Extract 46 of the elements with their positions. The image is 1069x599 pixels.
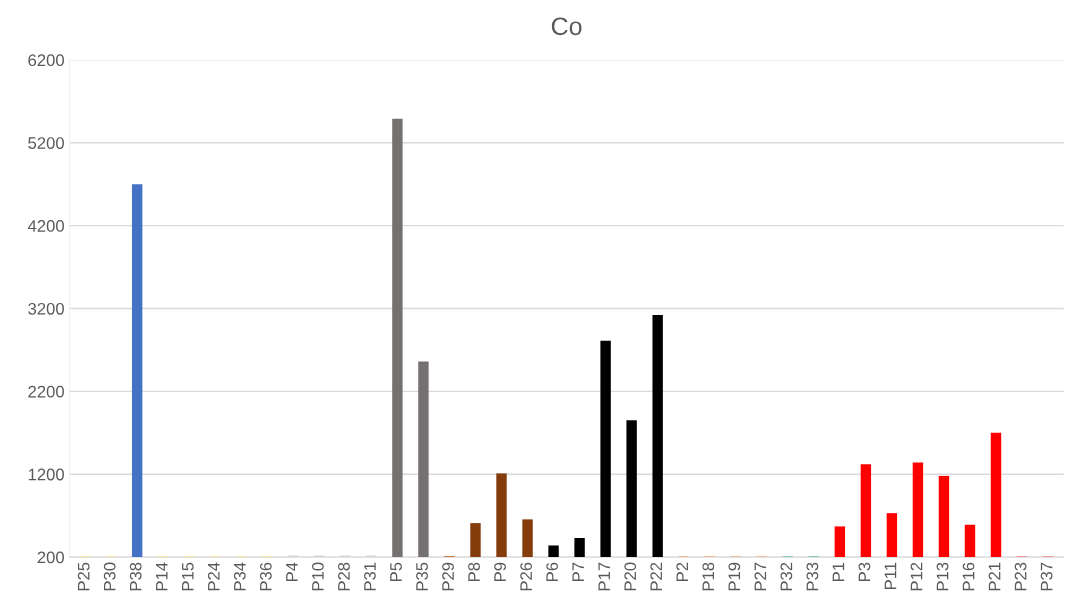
- x-tick-label: P29: [442, 562, 454, 591]
- x-tick-label: P13: [936, 562, 949, 591]
- x-tick-label: P15: [182, 562, 194, 591]
- x-tick-label: P10: [312, 562, 324, 591]
- x-tick-label: P28: [338, 562, 350, 591]
- x-tick-label: P38: [129, 562, 142, 591]
- y-tick-label: 5200: [28, 137, 64, 149]
- x-tick-label: P20: [624, 562, 637, 591]
- x-tick-label: P9: [494, 562, 506, 581]
- x-tick-label: P21: [988, 562, 1001, 591]
- x-tick-label: P7: [572, 562, 584, 581]
- y-tick-label: 3200: [28, 302, 64, 315]
- x-tick-label: P25: [77, 562, 90, 591]
- x-tick-label: P23: [1014, 562, 1027, 591]
- y-tick-label: 2200: [28, 385, 64, 398]
- x-tick-label: P24: [207, 562, 220, 591]
- x-tick-label: P31: [364, 562, 376, 591]
- x-tick-label: P4: [286, 562, 298, 581]
- x-tick-label: P14: [156, 562, 168, 591]
- x-tick-label: P19: [728, 562, 741, 591]
- y-tick-label: 4200: [27, 220, 64, 232]
- x-tick-label: P2: [676, 562, 688, 581]
- x-tick-label: P30: [103, 562, 116, 591]
- x-tick-label: P11: [884, 562, 897, 589]
- y-tick-label: 1200: [28, 468, 64, 481]
- x-tick-label: P33: [806, 562, 819, 591]
- x-tick-label: P12: [910, 562, 923, 591]
- x-tick-label: P17: [598, 562, 610, 591]
- x-tick-label: P5: [390, 562, 402, 581]
- x-tick-label: P16: [962, 562, 975, 591]
- x-tick-label: P18: [702, 562, 715, 591]
- y-tick-label: 6200: [28, 54, 64, 67]
- x-tick-label: P6: [546, 562, 559, 581]
- x-tick-label: P35: [416, 562, 428, 591]
- x-tick-label: P37: [1040, 562, 1053, 591]
- x-tick-label: P22: [650, 562, 662, 591]
- x-tick-label: P36: [259, 562, 272, 591]
- x-tick-label: P34: [233, 562, 246, 591]
- x-tick-label: P27: [754, 562, 767, 591]
- x-tick-label: P3: [858, 562, 871, 581]
- x-tick-label: P1: [832, 562, 845, 581]
- x-tick-label: P8: [468, 562, 480, 581]
- x-tick-label: P32: [780, 562, 793, 591]
- x-tick-label: P26: [520, 562, 533, 591]
- y-tick-label: 200: [37, 551, 64, 564]
- chart-title: Co: [551, 17, 582, 36]
